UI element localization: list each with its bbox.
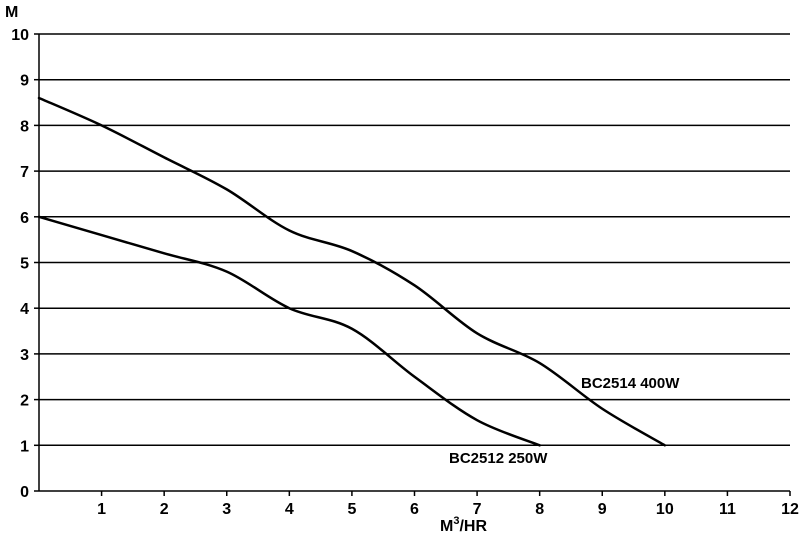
- series-line-bc2512: [37, 215, 541, 447]
- series-line-bc2514: [37, 96, 667, 447]
- y-tick-labels: 0 1 2 3 4 5 6 7 8 9 10: [11, 27, 29, 501]
- x-tick-label-7: 7: [473, 501, 482, 518]
- axes: [34, 33, 791, 496]
- series-label-bc2512: BC2512 250W: [449, 450, 548, 467]
- y-axis-title: M: [5, 4, 18, 21]
- x-axis-title-base: M: [440, 518, 453, 535]
- y-tick-label-4: 4: [20, 301, 29, 318]
- x-tick-label-12: 12: [781, 501, 799, 518]
- y-tick-label-2: 2: [20, 393, 29, 410]
- y-tick-label-8: 8: [20, 118, 29, 135]
- x-tick-label-11: 11: [719, 501, 736, 518]
- x-axis-title-superscript: 3: [453, 515, 459, 527]
- y-tick-label-5: 5: [20, 256, 29, 273]
- x-tick-label-10: 10: [656, 501, 674, 518]
- y-tick-label-9: 9: [20, 73, 29, 90]
- x-tick-label-6: 6: [410, 501, 419, 518]
- x-tick-label-1: 1: [97, 501, 106, 518]
- y-tick-label-0: 0: [20, 484, 29, 501]
- x-axis-title: M3/HR: [440, 515, 487, 535]
- series-label-bc2514: BC2514 400W: [581, 375, 680, 392]
- x-tick-label-8: 8: [535, 501, 544, 518]
- y-tick-label-3: 3: [20, 347, 29, 364]
- x-tick-label-2: 2: [160, 501, 169, 518]
- x-tick-labels: 1 2 3 4 5 6 7 8 9 10 11 12: [97, 501, 799, 518]
- x-tick-label-9: 9: [598, 501, 607, 518]
- gridlines: [39, 33, 790, 447]
- y-tick-label-1: 1: [20, 438, 29, 455]
- y-tick-label-10: 10: [11, 27, 29, 44]
- x-tick-label-5: 5: [347, 501, 356, 518]
- x-tick-label-3: 3: [222, 501, 231, 518]
- y-tick-label-7: 7: [20, 164, 29, 181]
- x-tick-label-4: 4: [285, 501, 294, 518]
- y-tick-label-6: 6: [20, 210, 29, 227]
- x-axis-title-suffix: /HR: [459, 518, 487, 535]
- series-lines: [37, 96, 667, 447]
